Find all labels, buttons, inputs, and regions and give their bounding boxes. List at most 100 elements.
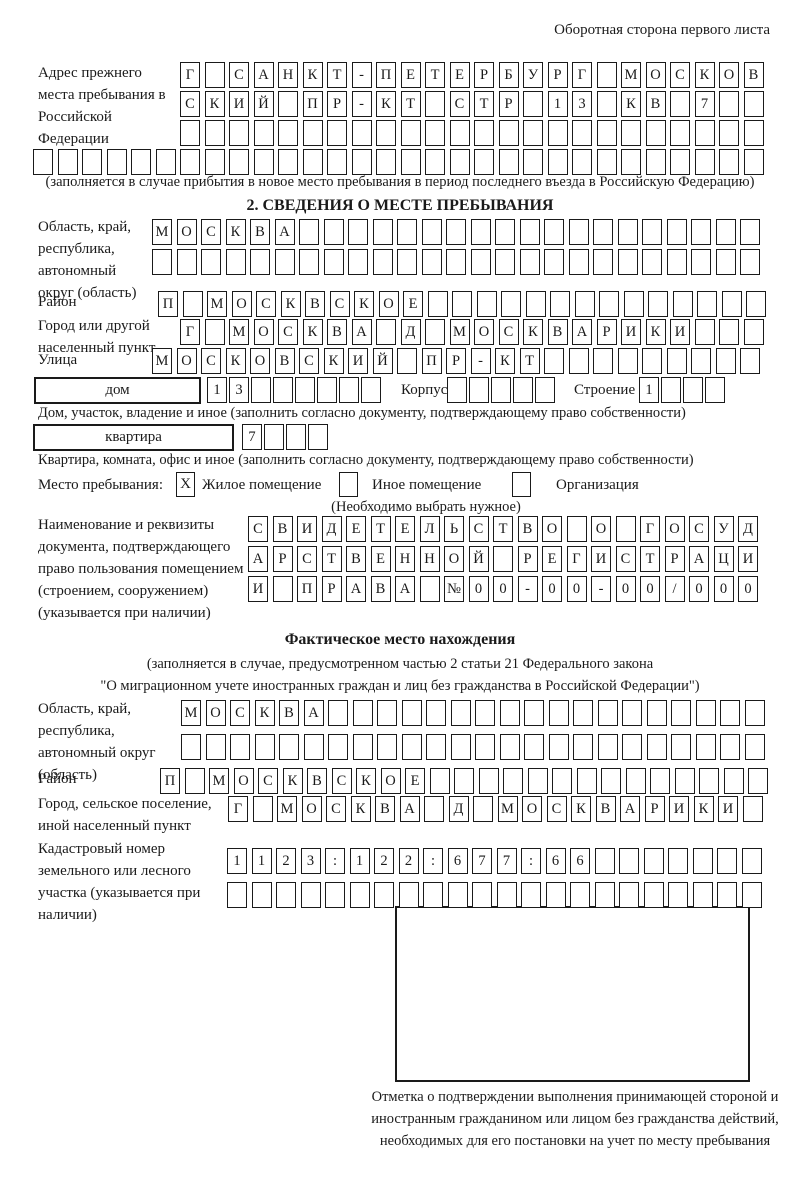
char-cell[interactable]: Н — [419, 546, 440, 572]
char-cell[interactable]: Г — [572, 62, 592, 88]
char-cell[interactable] — [694, 120, 715, 146]
char-cell[interactable] — [299, 219, 319, 245]
char-cell[interactable]: К — [280, 291, 301, 317]
char-cell[interactable] — [743, 319, 764, 345]
char-cell[interactable]: С — [230, 700, 250, 726]
char-cell[interactable] — [744, 734, 765, 760]
char-cell[interactable] — [397, 219, 417, 245]
char-cell[interactable]: И — [669, 796, 689, 822]
char-cell[interactable] — [374, 882, 394, 908]
char-cell[interactable]: А — [274, 219, 295, 245]
char-cell[interactable]: 1 — [251, 848, 272, 874]
char-cell[interactable]: И — [738, 546, 758, 572]
char-cell[interactable]: К — [645, 319, 666, 345]
char-cell[interactable]: О — [301, 796, 322, 822]
char-cell[interactable] — [180, 149, 200, 175]
char-cell[interactable] — [229, 149, 249, 175]
char-cell[interactable]: О — [591, 516, 611, 542]
char-cell[interactable] — [544, 348, 564, 374]
char-cell[interactable]: Р — [498, 91, 519, 117]
char-cell[interactable] — [743, 91, 764, 117]
char-cell[interactable]: А — [620, 796, 640, 822]
char-cell[interactable] — [671, 734, 691, 760]
char-cell[interactable] — [475, 734, 495, 760]
char-cell[interactable] — [372, 219, 393, 245]
char-cell[interactable] — [473, 796, 493, 822]
char-cell[interactable]: 1 — [227, 848, 247, 874]
char-cell[interactable] — [646, 734, 667, 760]
char-cell[interactable] — [278, 149, 298, 175]
char-cell[interactable] — [691, 249, 711, 275]
char-cell[interactable]: К — [356, 768, 376, 794]
char-cell[interactable] — [721, 291, 742, 317]
char-cell[interactable]: Р — [327, 91, 347, 117]
char-cell[interactable]: И — [297, 516, 317, 542]
char-cell[interactable] — [425, 120, 445, 146]
char-cell[interactable] — [705, 377, 725, 403]
char-cell[interactable] — [695, 700, 716, 726]
char-cell[interactable] — [692, 848, 713, 874]
char-cell[interactable]: В — [305, 291, 325, 317]
char-cell[interactable]: - — [351, 62, 372, 88]
char-cell[interactable] — [645, 149, 666, 175]
char-cell[interactable]: Е — [405, 768, 425, 794]
char-cell[interactable] — [204, 62, 225, 88]
char-cell[interactable] — [274, 249, 295, 275]
char-cell[interactable]: С — [329, 291, 350, 317]
char-cell[interactable]: - — [591, 576, 611, 602]
char-cell[interactable] — [573, 700, 593, 726]
char-cell[interactable] — [452, 291, 472, 317]
char-cell[interactable]: Н — [278, 62, 298, 88]
char-cell[interactable] — [670, 91, 690, 117]
char-cell[interactable] — [720, 700, 740, 726]
char-cell[interactable] — [642, 348, 662, 374]
char-cell[interactable] — [351, 149, 372, 175]
char-cell[interactable]: О — [250, 348, 270, 374]
char-cell[interactable]: К — [354, 291, 374, 317]
char-cell[interactable] — [692, 882, 713, 908]
char-cell[interactable]: Е — [400, 62, 421, 88]
char-cell[interactable] — [308, 424, 328, 450]
char-cell[interactable] — [593, 348, 613, 374]
char-cell[interactable]: К — [302, 319, 323, 345]
char-cell[interactable]: И — [621, 319, 641, 345]
char-cell[interactable] — [176, 249, 197, 275]
char-cell[interactable]: С — [278, 319, 298, 345]
char-cell[interactable]: Т — [425, 62, 445, 88]
char-cell[interactable] — [325, 882, 345, 908]
char-cell[interactable] — [596, 120, 617, 146]
char-cell[interactable] — [495, 249, 515, 275]
char-cell[interactable] — [743, 120, 764, 146]
char-cell[interactable]: О — [176, 219, 197, 245]
char-cell[interactable] — [740, 219, 760, 245]
char-cell[interactable] — [715, 249, 736, 275]
char-cell[interactable] — [327, 120, 347, 146]
char-cell[interactable]: А — [572, 319, 592, 345]
char-cell[interactable]: П — [158, 291, 178, 317]
char-cell[interactable]: М — [209, 768, 229, 794]
char-cell[interactable] — [573, 734, 593, 760]
char-cell[interactable] — [361, 377, 381, 403]
char-cell[interactable]: 7 — [472, 848, 492, 874]
char-cell[interactable]: М — [207, 291, 227, 317]
char-cell[interactable]: Р — [272, 546, 293, 572]
char-cell[interactable] — [666, 348, 687, 374]
char-cell[interactable] — [668, 848, 688, 874]
char-cell[interactable]: И — [229, 91, 249, 117]
char-cell[interactable] — [740, 249, 760, 275]
char-cell[interactable] — [348, 249, 368, 275]
char-cell[interactable]: К — [571, 796, 591, 822]
char-cell[interactable] — [694, 319, 715, 345]
char-cell[interactable]: О — [253, 319, 274, 345]
char-cell[interactable]: К — [302, 62, 323, 88]
char-cell[interactable]: С — [201, 219, 221, 245]
char-cell[interactable]: М — [497, 796, 518, 822]
char-cell[interactable] — [547, 120, 568, 146]
char-cell[interactable]: С — [201, 348, 221, 374]
char-cell[interactable] — [491, 377, 511, 403]
char-cell[interactable] — [525, 291, 546, 317]
char-cell[interactable]: Р — [596, 319, 617, 345]
char-cell[interactable]: И — [348, 348, 368, 374]
char-cell[interactable]: Т — [493, 516, 513, 542]
char-cell[interactable] — [621, 120, 641, 146]
